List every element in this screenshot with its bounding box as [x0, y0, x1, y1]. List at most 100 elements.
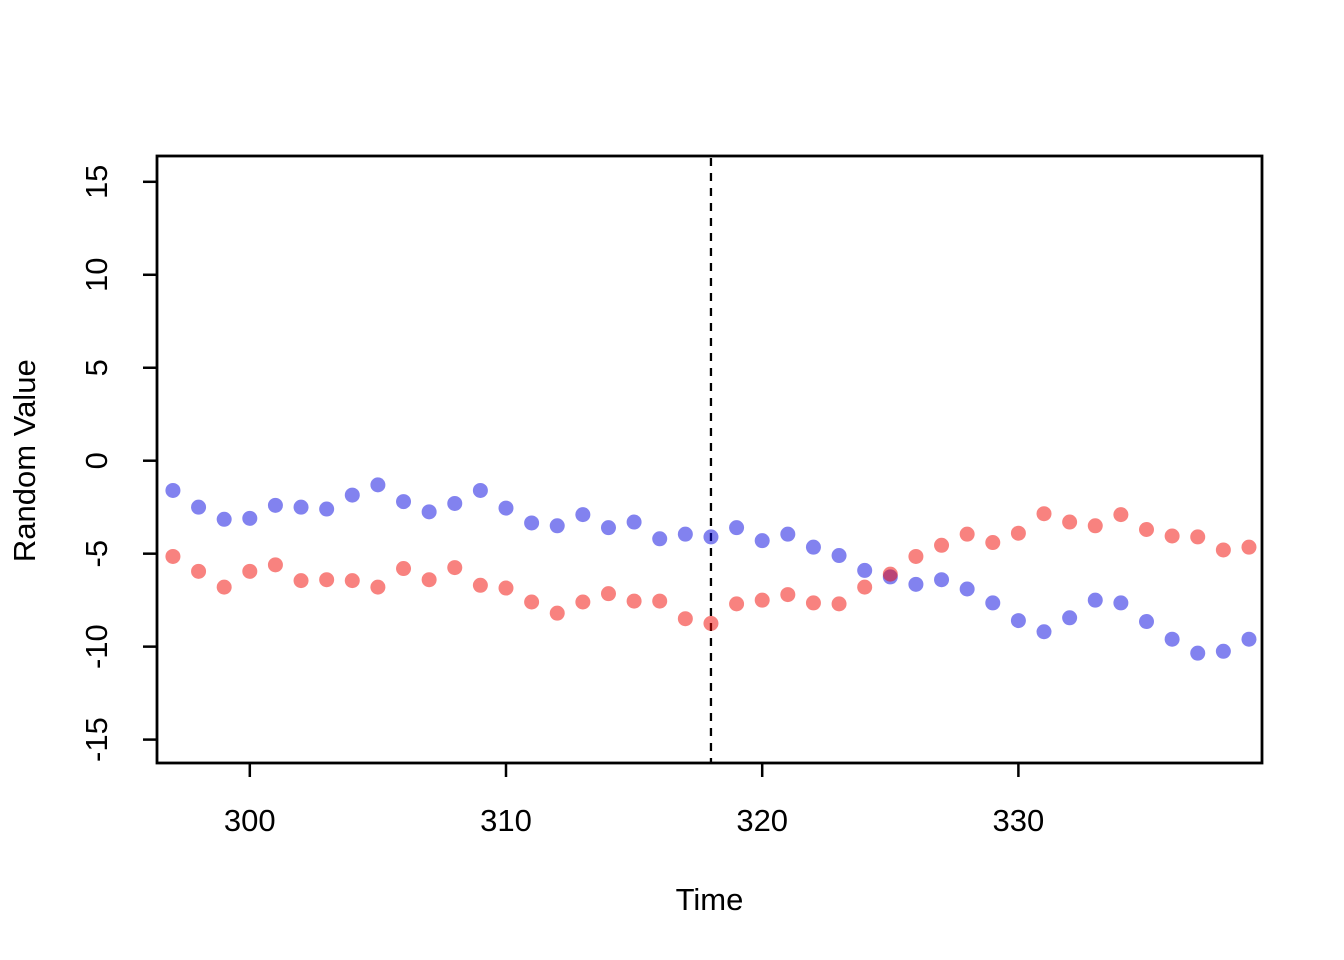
data-point-red: [1036, 506, 1052, 522]
data-point-red: [242, 563, 258, 579]
data-point-blue: [831, 548, 847, 564]
data-point-blue: [1190, 645, 1206, 661]
data-point-blue: [1215, 643, 1231, 659]
data-point-blue: [1139, 614, 1154, 630]
data-point-red: [447, 560, 463, 576]
data-point-red: [267, 557, 283, 573]
data-point-blue: [677, 526, 693, 542]
data-point-red: [498, 580, 514, 596]
y-tick-label: -15: [79, 717, 114, 762]
data-point-red: [959, 526, 975, 542]
data-point-red: [524, 594, 540, 610]
data-point-red: [677, 611, 693, 627]
data-point-red: [1087, 518, 1103, 534]
data-point-red: [934, 537, 950, 553]
data-point-red: [1113, 507, 1129, 523]
data-point-red: [165, 548, 181, 564]
data-point-blue: [344, 487, 360, 503]
data-point-blue: [1164, 631, 1180, 647]
data-point-blue: [934, 572, 950, 588]
y-axis-title: Random Value: [7, 359, 42, 562]
data-point-red: [1139, 521, 1154, 537]
data-point-blue: [805, 539, 821, 555]
data-point-red: [1010, 525, 1026, 541]
data-point-red: [293, 573, 309, 589]
data-point-blue: [780, 526, 796, 542]
data-point-blue: [1010, 613, 1026, 629]
data-point-blue: [472, 482, 488, 498]
data-point-blue: [524, 515, 540, 531]
x-tick-label: 330: [993, 803, 1045, 838]
data-point-red: [626, 593, 642, 609]
data-point-blue: [600, 520, 616, 536]
y-tick-label: 15: [79, 165, 114, 199]
data-point-blue: [908, 576, 924, 592]
data-point-blue: [396, 494, 412, 510]
data-point-blue: [498, 500, 514, 516]
data-point-blue: [703, 529, 719, 545]
data-point-red: [575, 594, 591, 610]
data-point-red: [1164, 528, 1180, 544]
data-point-red: [319, 572, 335, 588]
data-point-blue: [985, 595, 1001, 611]
y-tick-label: 5: [79, 359, 114, 376]
data-point-red: [1190, 529, 1206, 545]
x-tick-label: 310: [480, 803, 532, 838]
data-point-blue: [575, 507, 591, 523]
data-point-blue: [1241, 631, 1257, 647]
data-point-red: [805, 595, 821, 611]
data-point-red: [754, 592, 770, 608]
data-point-blue: [1036, 624, 1052, 640]
data-point-blue: [370, 477, 386, 493]
data-point-blue: [959, 581, 975, 597]
data-point-red: [985, 535, 1001, 551]
data-point-blue: [857, 562, 873, 578]
data-point-red: [831, 596, 847, 612]
data-point-red: [1215, 542, 1231, 558]
data-point-red: [191, 563, 207, 579]
y-tick-label: -10: [79, 624, 114, 669]
data-point-red: [1062, 514, 1078, 530]
x-axis-title: Time: [676, 882, 744, 917]
data-point-blue: [242, 510, 258, 526]
data-point-red: [370, 579, 386, 595]
data-point-blue: [191, 499, 207, 515]
data-point-red: [857, 579, 873, 595]
data-point-red: [908, 548, 924, 564]
data-point-blue: [447, 495, 463, 511]
data-point-blue: [549, 518, 565, 534]
data-point-red: [882, 566, 898, 582]
data-point-red: [703, 615, 719, 631]
data-point-red: [652, 593, 668, 609]
data-point-blue: [165, 482, 181, 498]
data-point-blue: [421, 504, 437, 520]
data-point-red: [396, 561, 412, 577]
x-tick-label: 300: [224, 803, 276, 838]
data-point-red: [549, 605, 565, 621]
y-tick-label: 0: [79, 452, 114, 469]
data-point-red: [600, 586, 616, 602]
plot-frame: [155, 154, 1264, 765]
data-point-blue: [216, 511, 232, 527]
data-point-blue: [1113, 595, 1129, 611]
data-point-blue: [626, 514, 642, 530]
y-tick-label: -5: [79, 540, 114, 568]
data-point-blue: [293, 499, 309, 515]
data-point-red: [344, 573, 360, 589]
data-point-red: [1241, 539, 1257, 555]
data-point-blue: [729, 520, 745, 536]
data-point-red: [472, 577, 488, 593]
y-tick-label: 10: [79, 258, 114, 292]
data-point-blue: [652, 531, 668, 547]
data-point-blue: [1062, 610, 1078, 626]
data-point-red: [780, 587, 796, 603]
data-point-blue: [754, 533, 770, 549]
data-point-red: [216, 579, 232, 595]
data-point-red: [729, 596, 745, 612]
x-tick-label: 320: [736, 803, 788, 838]
data-point-blue: [1087, 592, 1103, 608]
data-point-blue: [319, 501, 335, 517]
data-point-blue: [267, 497, 283, 513]
